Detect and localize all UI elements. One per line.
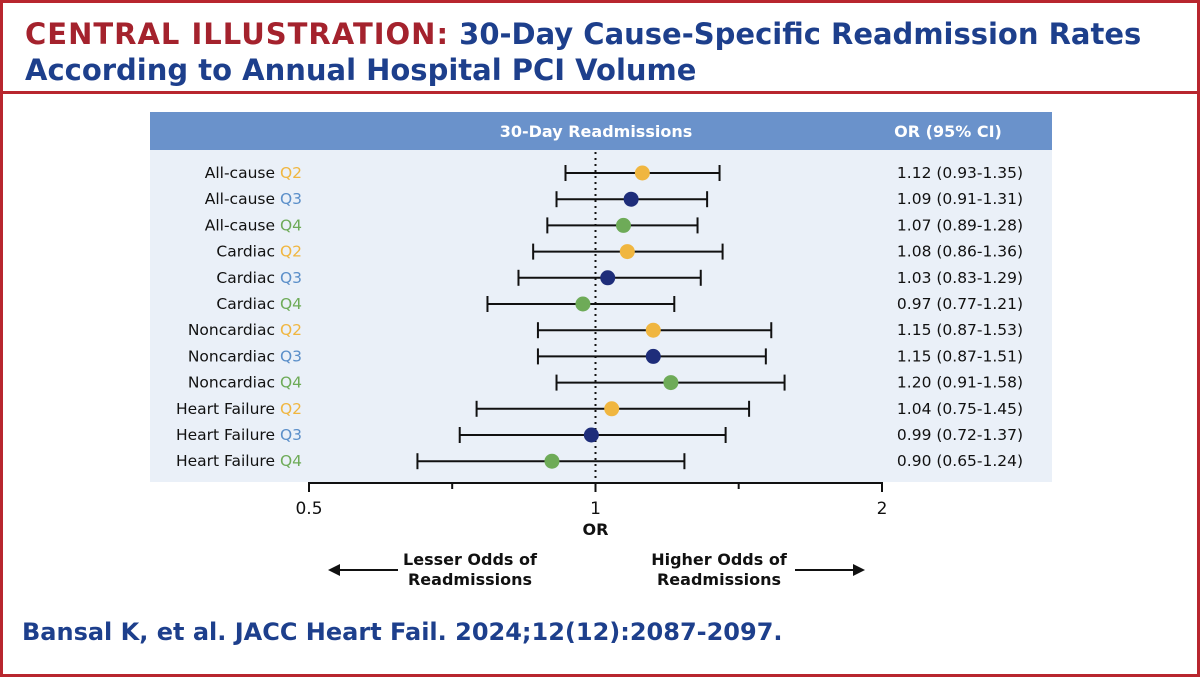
row-quartile-label: Q4 bbox=[280, 216, 302, 234]
or-ci-value: 0.97 (0.77-1.21) bbox=[897, 295, 1023, 313]
title-line-2: According to Annual Hospital PCI Volume bbox=[25, 53, 697, 87]
row-quartile-label: Q4 bbox=[280, 374, 302, 392]
row-outcome-label: Noncardiac bbox=[188, 374, 280, 392]
annotation-lesser-line1: Lesser Odds of bbox=[403, 550, 538, 569]
row-quartile-label: Q4 bbox=[280, 452, 302, 470]
point-estimate bbox=[615, 217, 631, 233]
row-outcome-label: Heart Failure bbox=[176, 426, 280, 444]
row-label: Cardiac Q2 bbox=[216, 243, 302, 261]
point-estimate bbox=[583, 427, 599, 443]
plot-column-header: 30-Day Readmissions bbox=[500, 122, 693, 141]
arrow-right-head-icon bbox=[853, 564, 865, 576]
arrow-left-head-icon bbox=[328, 564, 340, 576]
or-ci-value: 1.09 (0.91-1.31) bbox=[897, 190, 1023, 208]
x-tick-label: 0.5 bbox=[295, 499, 322, 519]
row-label: Cardiac Q3 bbox=[216, 269, 302, 287]
row-label: Cardiac Q4 bbox=[216, 295, 302, 313]
point-estimate bbox=[544, 453, 560, 469]
row-label: All-cause Q3 bbox=[205, 190, 302, 208]
or-ci-value: 1.20 (0.91-1.58) bbox=[897, 374, 1023, 392]
point-estimate bbox=[600, 270, 616, 286]
plot-panel-bg bbox=[150, 150, 1052, 482]
or-ci-value: 1.07 (0.89-1.28) bbox=[897, 216, 1023, 234]
or-ci-value: 1.08 (0.86-1.36) bbox=[897, 243, 1023, 261]
point-estimate bbox=[623, 191, 639, 207]
point-estimate bbox=[663, 375, 679, 391]
or-ci-value: 1.04 (0.75-1.45) bbox=[897, 400, 1023, 418]
row-outcome-label: Cardiac bbox=[216, 269, 280, 287]
point-estimate bbox=[619, 244, 635, 260]
row-label: All-cause Q4 bbox=[205, 216, 302, 234]
row-quartile-label: Q4 bbox=[280, 295, 302, 313]
values-column-header: OR (95% CI) bbox=[894, 122, 1002, 141]
row-quartile-label: Q3 bbox=[280, 426, 302, 444]
row-label: Noncardiac Q3 bbox=[188, 347, 302, 365]
annotation-higher-line2: Readmissions bbox=[657, 570, 781, 589]
title-main: 30-Day Cause-Specific Readmission Rates bbox=[459, 17, 1142, 51]
row-quartile-label: Q2 bbox=[280, 321, 302, 339]
row-label: All-cause Q2 bbox=[205, 164, 302, 182]
row-outcome-label: All-cause bbox=[205, 164, 280, 182]
row-outcome-label: Heart Failure bbox=[176, 400, 280, 418]
row-label: Noncardiac Q4 bbox=[188, 374, 302, 392]
point-estimate bbox=[645, 348, 661, 364]
row-label: Heart Failure Q3 bbox=[176, 426, 302, 444]
row-outcome-label: All-cause bbox=[205, 190, 280, 208]
row-label: Noncardiac Q2 bbox=[188, 321, 302, 339]
point-estimate bbox=[604, 401, 620, 417]
row-outcome-label: Noncardiac bbox=[188, 347, 280, 365]
x-axis-label: OR bbox=[583, 520, 609, 539]
header: CENTRAL ILLUSTRATION: 30-Day Cause-Speci… bbox=[3, 3, 1197, 94]
or-ci-value: 1.12 (0.93-1.35) bbox=[897, 164, 1023, 182]
row-outcome-label: Noncardiac bbox=[188, 321, 280, 339]
or-ci-value: 1.15 (0.87-1.53) bbox=[897, 321, 1023, 339]
row-outcome-label: Cardiac bbox=[216, 295, 280, 313]
row-label: Heart Failure Q2 bbox=[176, 400, 302, 418]
row-quartile-label: Q3 bbox=[280, 347, 302, 365]
point-estimate bbox=[645, 322, 661, 338]
column-header-bar bbox=[150, 112, 1052, 150]
x-tick-label: 1 bbox=[590, 499, 601, 519]
or-ci-value: 1.15 (0.87-1.51) bbox=[897, 347, 1023, 365]
row-quartile-label: Q3 bbox=[280, 269, 302, 287]
point-estimate bbox=[634, 165, 650, 181]
or-ci-value: 0.90 (0.65-1.24) bbox=[897, 452, 1023, 470]
row-quartile-label: Q2 bbox=[280, 164, 302, 182]
row-outcome-label: All-cause bbox=[205, 216, 280, 234]
citation: Bansal K, et al. JACC Heart Fail. 2024;1… bbox=[22, 618, 783, 646]
title-line-1: CENTRAL ILLUSTRATION: 30-Day Cause-Speci… bbox=[25, 17, 1141, 51]
row-outcome-label: Cardiac bbox=[216, 243, 280, 261]
row-label: Heart Failure Q4 bbox=[176, 452, 302, 470]
row-quartile-label: Q2 bbox=[280, 243, 302, 261]
or-ci-value: 0.99 (0.72-1.37) bbox=[897, 426, 1023, 444]
x-tick-label: 2 bbox=[877, 499, 888, 519]
or-ci-value: 1.03 (0.83-1.29) bbox=[897, 269, 1023, 287]
annotation-higher-line1: Higher Odds of bbox=[651, 550, 788, 569]
row-quartile-label: Q2 bbox=[280, 400, 302, 418]
annotation-lesser-line2: Readmissions bbox=[408, 570, 532, 589]
row-outcome-label: Heart Failure bbox=[176, 452, 280, 470]
row-quartile-label: Q3 bbox=[280, 190, 302, 208]
title-kicker: CENTRAL ILLUSTRATION: bbox=[25, 17, 450, 51]
point-estimate bbox=[575, 296, 591, 312]
